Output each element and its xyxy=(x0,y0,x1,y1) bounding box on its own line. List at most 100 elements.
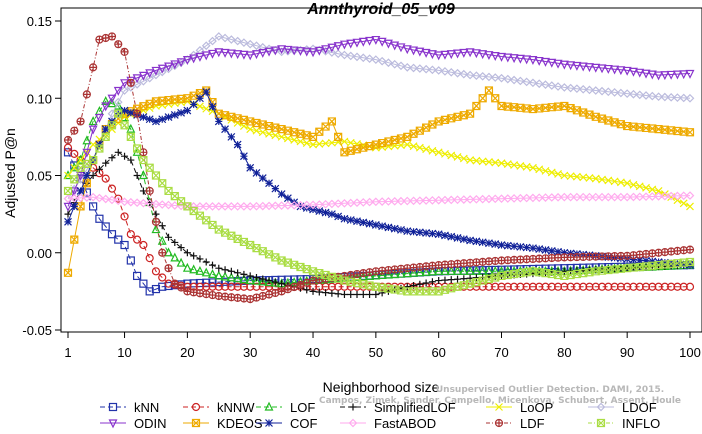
data-point-simplifiedlof xyxy=(215,264,223,272)
data-point-fastabod xyxy=(76,193,85,203)
legend-label: FastABOD xyxy=(374,416,436,431)
data-point-kdeos xyxy=(63,268,73,277)
data-point-cof xyxy=(428,229,437,238)
data-point-fastabod xyxy=(214,202,224,211)
data-point-odin xyxy=(647,70,657,80)
data-point-knnw xyxy=(334,282,343,291)
data-point-ldof xyxy=(528,78,538,88)
data-point-simplifiedlof xyxy=(303,286,311,294)
data-point-ldf xyxy=(126,78,135,87)
data-point-cof xyxy=(441,231,449,240)
legend-item-simplifiedlof: SimplifiedLOF xyxy=(340,400,456,415)
data-point-lof xyxy=(409,267,419,277)
data-point-cof xyxy=(82,171,91,180)
data-point-fastabod xyxy=(113,196,123,206)
data-point-simplifiedlof xyxy=(372,290,380,298)
x-tick-label: 100 xyxy=(679,345,701,360)
data-point-simplifiedlof xyxy=(259,275,267,283)
data-point-simplifiedlof xyxy=(190,252,198,260)
data-point-ldof xyxy=(566,83,575,93)
data-point-simplifiedlof xyxy=(158,222,166,230)
data-point-cof xyxy=(158,115,167,124)
x-tick-label: 80 xyxy=(557,345,571,360)
data-point-loop xyxy=(459,154,468,163)
data-point-cof xyxy=(208,102,217,111)
legend-item-cof: COF xyxy=(256,416,318,431)
data-point-fastabod xyxy=(314,200,324,209)
data-point-simplifiedlof xyxy=(221,266,229,274)
data-point-loop xyxy=(510,161,519,169)
data-point-knnw xyxy=(673,282,682,291)
data-point-fastabod xyxy=(358,198,368,207)
data-point-inflo xyxy=(126,132,135,141)
data-point-inflo xyxy=(133,144,142,153)
data-point-fastabod xyxy=(541,193,550,202)
data-point-knn xyxy=(195,278,205,288)
data-point-knnw xyxy=(623,282,632,291)
data-point-fastabod xyxy=(270,201,280,211)
data-point-odin xyxy=(421,48,431,58)
legend-label: KDEOS xyxy=(217,416,263,431)
data-point-lof xyxy=(383,269,393,279)
data-point-simplifiedlof xyxy=(460,275,468,283)
data-point-ldof xyxy=(352,52,362,62)
data-point-fastabod xyxy=(63,194,73,204)
data-point-simplifiedlof xyxy=(309,287,317,295)
legend-label: LOF xyxy=(290,400,315,415)
data-point-ldof xyxy=(622,89,632,98)
data-point-fastabod xyxy=(164,200,173,210)
data-point-fastabod xyxy=(559,192,569,202)
data-point-fastabod xyxy=(591,192,601,202)
data-point-fastabod xyxy=(384,197,393,206)
data-point-loop xyxy=(610,177,619,186)
series-ldf xyxy=(63,32,695,304)
data-point-odin xyxy=(497,52,506,62)
data-point-fastabod xyxy=(208,202,217,211)
data-point-ldof xyxy=(113,97,123,107)
series-inflo xyxy=(63,109,695,296)
data-point-cof xyxy=(459,235,468,244)
data-point-ldf xyxy=(82,90,91,99)
data-point-lof xyxy=(226,272,236,282)
data-point-simplifiedlof xyxy=(353,290,361,298)
data-point-odin xyxy=(553,59,563,69)
data-point-lof xyxy=(245,275,255,285)
data-point-cof xyxy=(497,241,506,249)
data-point-fastabod xyxy=(252,201,261,211)
y-axis-title: Adjusted P@n xyxy=(2,128,18,218)
data-point-knn xyxy=(189,279,198,288)
data-point-fastabod xyxy=(302,200,312,210)
data-point-knn xyxy=(89,202,98,211)
data-point-fastabod xyxy=(245,202,255,211)
data-point-fastabod xyxy=(195,202,205,211)
data-point-odin xyxy=(157,64,167,74)
data-point-lof xyxy=(252,275,261,285)
data-point-knnw xyxy=(220,282,230,291)
data-point-odin xyxy=(327,43,337,53)
data-point-fastabod xyxy=(484,194,494,204)
data-point-ldof xyxy=(585,85,594,95)
data-point-knnw xyxy=(572,282,582,291)
data-point-odin xyxy=(383,39,393,49)
data-point-ldof xyxy=(465,70,475,80)
data-point-ldof xyxy=(321,46,330,56)
data-point-odin xyxy=(333,42,343,52)
data-point-simplifiedlof xyxy=(416,280,424,288)
data-point-loop xyxy=(447,151,456,160)
data-point-knnw xyxy=(597,282,607,291)
data-point-inflo xyxy=(151,171,161,180)
data-point-cof xyxy=(535,245,544,253)
data-point-loop xyxy=(566,172,575,181)
data-point-ldof xyxy=(333,49,343,59)
data-point-cof xyxy=(679,260,688,269)
data-point-lof xyxy=(189,264,199,274)
data-point-fastabod xyxy=(629,192,638,202)
data-point-lof xyxy=(390,269,400,279)
data-point-loop xyxy=(428,146,437,155)
data-point-odin xyxy=(672,70,682,80)
data-point-ldf xyxy=(145,186,154,196)
data-point-fastabod xyxy=(333,199,343,208)
data-point-knn xyxy=(82,188,91,197)
data-point-knnw xyxy=(660,282,669,291)
data-point-lof xyxy=(434,265,444,275)
